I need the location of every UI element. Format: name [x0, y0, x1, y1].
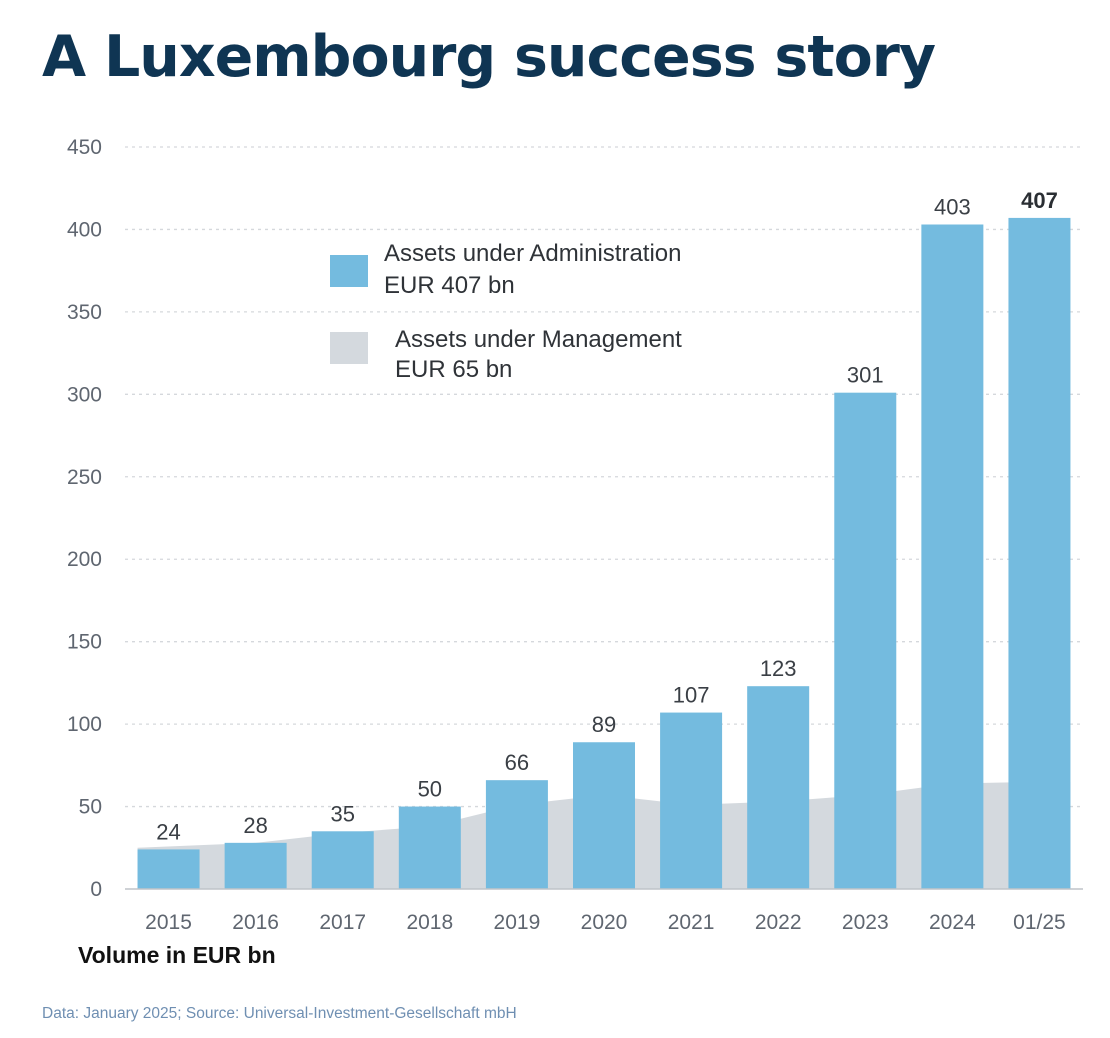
y-tick-label: 400	[67, 218, 102, 241]
y-tick-label: 350	[67, 301, 102, 324]
aua-bar	[747, 686, 810, 889]
legend-label-aum-line1: Assets under Management	[395, 326, 682, 353]
y-tick-label: 300	[67, 383, 102, 406]
bar-value-label: 28	[243, 813, 267, 838]
aua-bar	[660, 712, 723, 889]
x-tick-label: 2023	[842, 911, 889, 934]
x-tick-label: 2015	[145, 911, 192, 934]
aua-bar	[921, 224, 984, 889]
x-tick-label: 2022	[755, 911, 802, 934]
y-tick-label: 150	[67, 631, 102, 654]
bar-value-label: 107	[673, 683, 710, 708]
x-tick-label: 2016	[232, 911, 279, 934]
y-tick-label: 450	[67, 136, 102, 159]
legend-swatch-aua	[330, 255, 368, 287]
legend-label-aua-line2: EUR 407 bn	[384, 272, 515, 299]
y-tick-label: 50	[79, 796, 102, 819]
bar-value-label: 123	[760, 656, 797, 681]
chart-title: A Luxembourg success story	[42, 24, 936, 90]
bar-value-label: 403	[934, 194, 971, 219]
bar-value-label: 407	[1021, 188, 1058, 213]
bar-value-label: 50	[418, 777, 442, 802]
aua-bar	[398, 806, 461, 889]
y-tick-label: 100	[67, 713, 102, 736]
bar-value-label: 89	[592, 712, 616, 737]
aua-bar	[1008, 217, 1071, 889]
chart-canvas: 24 28 35 50 66 89 107 123 301 403 407 0 50 100 150 200…	[67, 136, 1083, 934]
value-label-layer: 24 28 35 50 66 89 107 123 301 403 407	[156, 188, 1058, 845]
aua-bar	[311, 831, 374, 889]
x-tick-label: 2019	[494, 911, 541, 934]
aua-bar	[485, 780, 548, 889]
x-tick-label: 2017	[319, 911, 366, 934]
aua-bar-layer	[137, 217, 1071, 889]
units-note: Volume in EUR bn	[78, 942, 276, 968]
x-tick-label: 2020	[581, 911, 628, 934]
legend-swatch-aum	[330, 332, 368, 364]
x-tick-label: 2018	[406, 911, 453, 934]
y-tick-label: 0	[90, 878, 102, 901]
aua-bar	[137, 849, 200, 889]
y-tick-label: 250	[67, 466, 102, 489]
x-tick-label: 2024	[929, 911, 976, 934]
bar-value-label: 66	[505, 750, 529, 775]
aua-bar	[834, 392, 897, 889]
y-tick-label: 200	[67, 548, 102, 571]
bar-value-label: 301	[847, 363, 884, 388]
x-tick-label: 01/25	[1013, 911, 1066, 934]
bar-value-label: 24	[156, 819, 180, 844]
legend-label-aua-line1: Assets under Administration	[384, 240, 681, 267]
aua-bar	[224, 842, 287, 889]
legend: Assets under Administration EUR 407 bn A…	[330, 240, 682, 383]
x-tick-label: 2021	[668, 911, 715, 934]
source-note: Data: January 2025; Source: Universal-In…	[42, 1005, 517, 1022]
legend-label-aum-line2: EUR 65 bn	[395, 356, 512, 383]
aua-bar	[573, 742, 635, 889]
bar-value-label: 35	[330, 801, 354, 826]
